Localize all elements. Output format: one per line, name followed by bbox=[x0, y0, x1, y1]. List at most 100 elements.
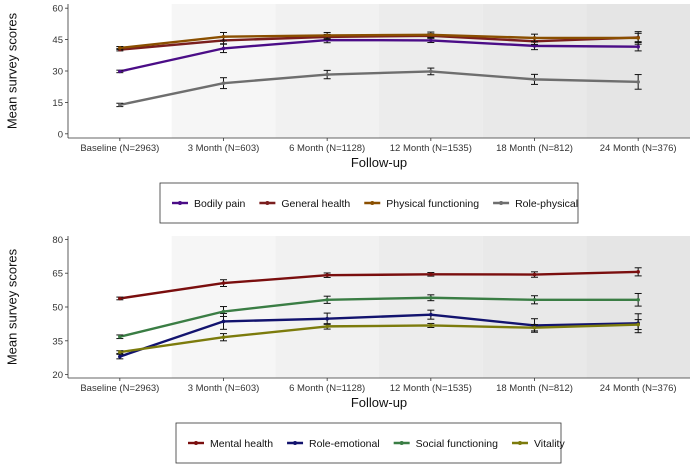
series-social-functioning bbox=[116, 292, 642, 340]
x-tick-label: 12 Month (N=1535) bbox=[390, 383, 472, 394]
data-point bbox=[118, 334, 122, 339]
series-line bbox=[119, 313, 639, 358]
data-point bbox=[429, 69, 433, 74]
data-point bbox=[636, 270, 640, 274]
data-point bbox=[429, 323, 433, 328]
data-point bbox=[636, 36, 640, 40]
data-point bbox=[118, 350, 122, 354]
legend-swatch-point bbox=[399, 441, 404, 445]
data-point bbox=[325, 33, 329, 38]
legend-label: Physical functioning bbox=[386, 198, 479, 210]
series-line bbox=[119, 323, 639, 354]
data-point bbox=[221, 309, 226, 314]
x-tick-label: 18 Month (N=812) bbox=[496, 383, 573, 394]
legend-label: Role-emotional bbox=[309, 438, 380, 450]
legend-swatch-point bbox=[178, 201, 182, 205]
y-tick-label: 35 bbox=[52, 336, 63, 347]
series-line bbox=[119, 296, 639, 338]
y-tick-label: 45 bbox=[52, 35, 63, 46]
x-tick-label: 3 Month (N=603) bbox=[188, 143, 260, 154]
data-point bbox=[221, 281, 226, 285]
data-point bbox=[221, 319, 226, 324]
data-point bbox=[532, 77, 537, 82]
legend-swatch-point bbox=[370, 201, 375, 205]
data-point bbox=[636, 297, 640, 302]
legend-label: Vitality bbox=[534, 438, 565, 450]
legend-label: Role-physical bbox=[515, 198, 578, 210]
x-tick-label: 12 Month (N=1535) bbox=[390, 143, 472, 154]
data-point bbox=[221, 81, 226, 85]
series-line bbox=[119, 270, 639, 300]
series-mental-health bbox=[116, 267, 642, 301]
x-tick-label: 6 Month (N=1128) bbox=[289, 143, 365, 154]
data-point bbox=[429, 32, 433, 37]
legend-swatch-point bbox=[293, 441, 298, 445]
data-point bbox=[532, 44, 537, 48]
y-tick-label: 30 bbox=[52, 67, 63, 78]
legend-label: Social functioning bbox=[416, 438, 498, 450]
y-tick-label: 20 bbox=[52, 370, 63, 381]
data-point bbox=[118, 103, 122, 107]
legend-box bbox=[175, 422, 562, 464]
series-bodily-pain bbox=[116, 36, 642, 74]
legend-1: Bodily pain General health Physical functi… bbox=[159, 182, 579, 224]
x-tick-label: 3 Month (N=603) bbox=[188, 383, 260, 394]
x-tick-label: 24 Month (N=376) bbox=[600, 143, 677, 154]
data-point bbox=[325, 297, 329, 302]
legend-swatch-point bbox=[499, 201, 504, 205]
period-band bbox=[379, 236, 483, 378]
data-point bbox=[429, 312, 433, 317]
series-vitality bbox=[116, 319, 642, 354]
series-line bbox=[119, 33, 639, 50]
y-axis-title: Mean survey scores bbox=[5, 248, 20, 365]
legend-swatch-point bbox=[194, 441, 198, 445]
y-tick-label: 15 bbox=[52, 98, 63, 109]
legend-label: General health bbox=[281, 198, 350, 210]
period-band bbox=[275, 236, 379, 378]
data-point bbox=[221, 46, 226, 51]
data-point bbox=[221, 335, 226, 340]
x-tick-label: Baseline (N=2963) bbox=[80, 143, 159, 154]
data-point bbox=[325, 324, 329, 329]
y-tick-label: 0 bbox=[58, 129, 63, 140]
x-axis-title: Follow-up bbox=[351, 395, 407, 410]
data-point bbox=[118, 69, 122, 74]
y-tick-label: 60 bbox=[52, 4, 63, 15]
x-axis-title: Follow-up bbox=[351, 155, 407, 170]
chart-panel-2: 20 35 50 65 80 Baseline (N=2963) 3 Month (N=60… bbox=[5, 235, 690, 410]
data-point bbox=[118, 354, 122, 359]
x-tick-label: Baseline (N=2963) bbox=[80, 383, 159, 394]
x-tick-label: 18 Month (N=812) bbox=[496, 143, 573, 154]
data-point bbox=[325, 316, 329, 321]
data-point bbox=[429, 272, 433, 277]
series-role-emotional bbox=[116, 309, 642, 360]
legend-label: Bodily pain bbox=[194, 198, 246, 210]
legend-swatch-point bbox=[265, 201, 270, 205]
series-line bbox=[119, 70, 639, 107]
period-band bbox=[171, 4, 276, 138]
y-tick-label: 65 bbox=[52, 269, 63, 280]
data-point bbox=[532, 297, 537, 302]
data-point bbox=[532, 272, 537, 277]
chart-panel-1: 0 15 30 45 60 Baseline (N=2963) 3 Month (N=603… bbox=[5, 4, 690, 170]
data-point bbox=[429, 38, 433, 43]
data-point bbox=[325, 72, 329, 77]
legend-label: Mental health bbox=[210, 438, 273, 450]
y-axis-title: Mean survey scores bbox=[5, 12, 20, 129]
data-point bbox=[221, 34, 226, 39]
legend-swatch-point bbox=[517, 441, 522, 445]
legend-2: Mental health Role-emotional Social functi… bbox=[175, 422, 565, 464]
y-tick-label: 80 bbox=[52, 235, 63, 246]
period-band bbox=[586, 236, 690, 378]
data-point bbox=[118, 296, 122, 301]
data-point bbox=[532, 325, 537, 330]
period-band bbox=[482, 236, 587, 378]
data-point bbox=[636, 44, 640, 49]
data-point bbox=[325, 273, 329, 278]
data-point bbox=[429, 295, 433, 300]
series-physical-functioning bbox=[116, 31, 642, 50]
period-band bbox=[586, 4, 690, 138]
data-point bbox=[636, 80, 640, 84]
data-point bbox=[532, 36, 537, 40]
